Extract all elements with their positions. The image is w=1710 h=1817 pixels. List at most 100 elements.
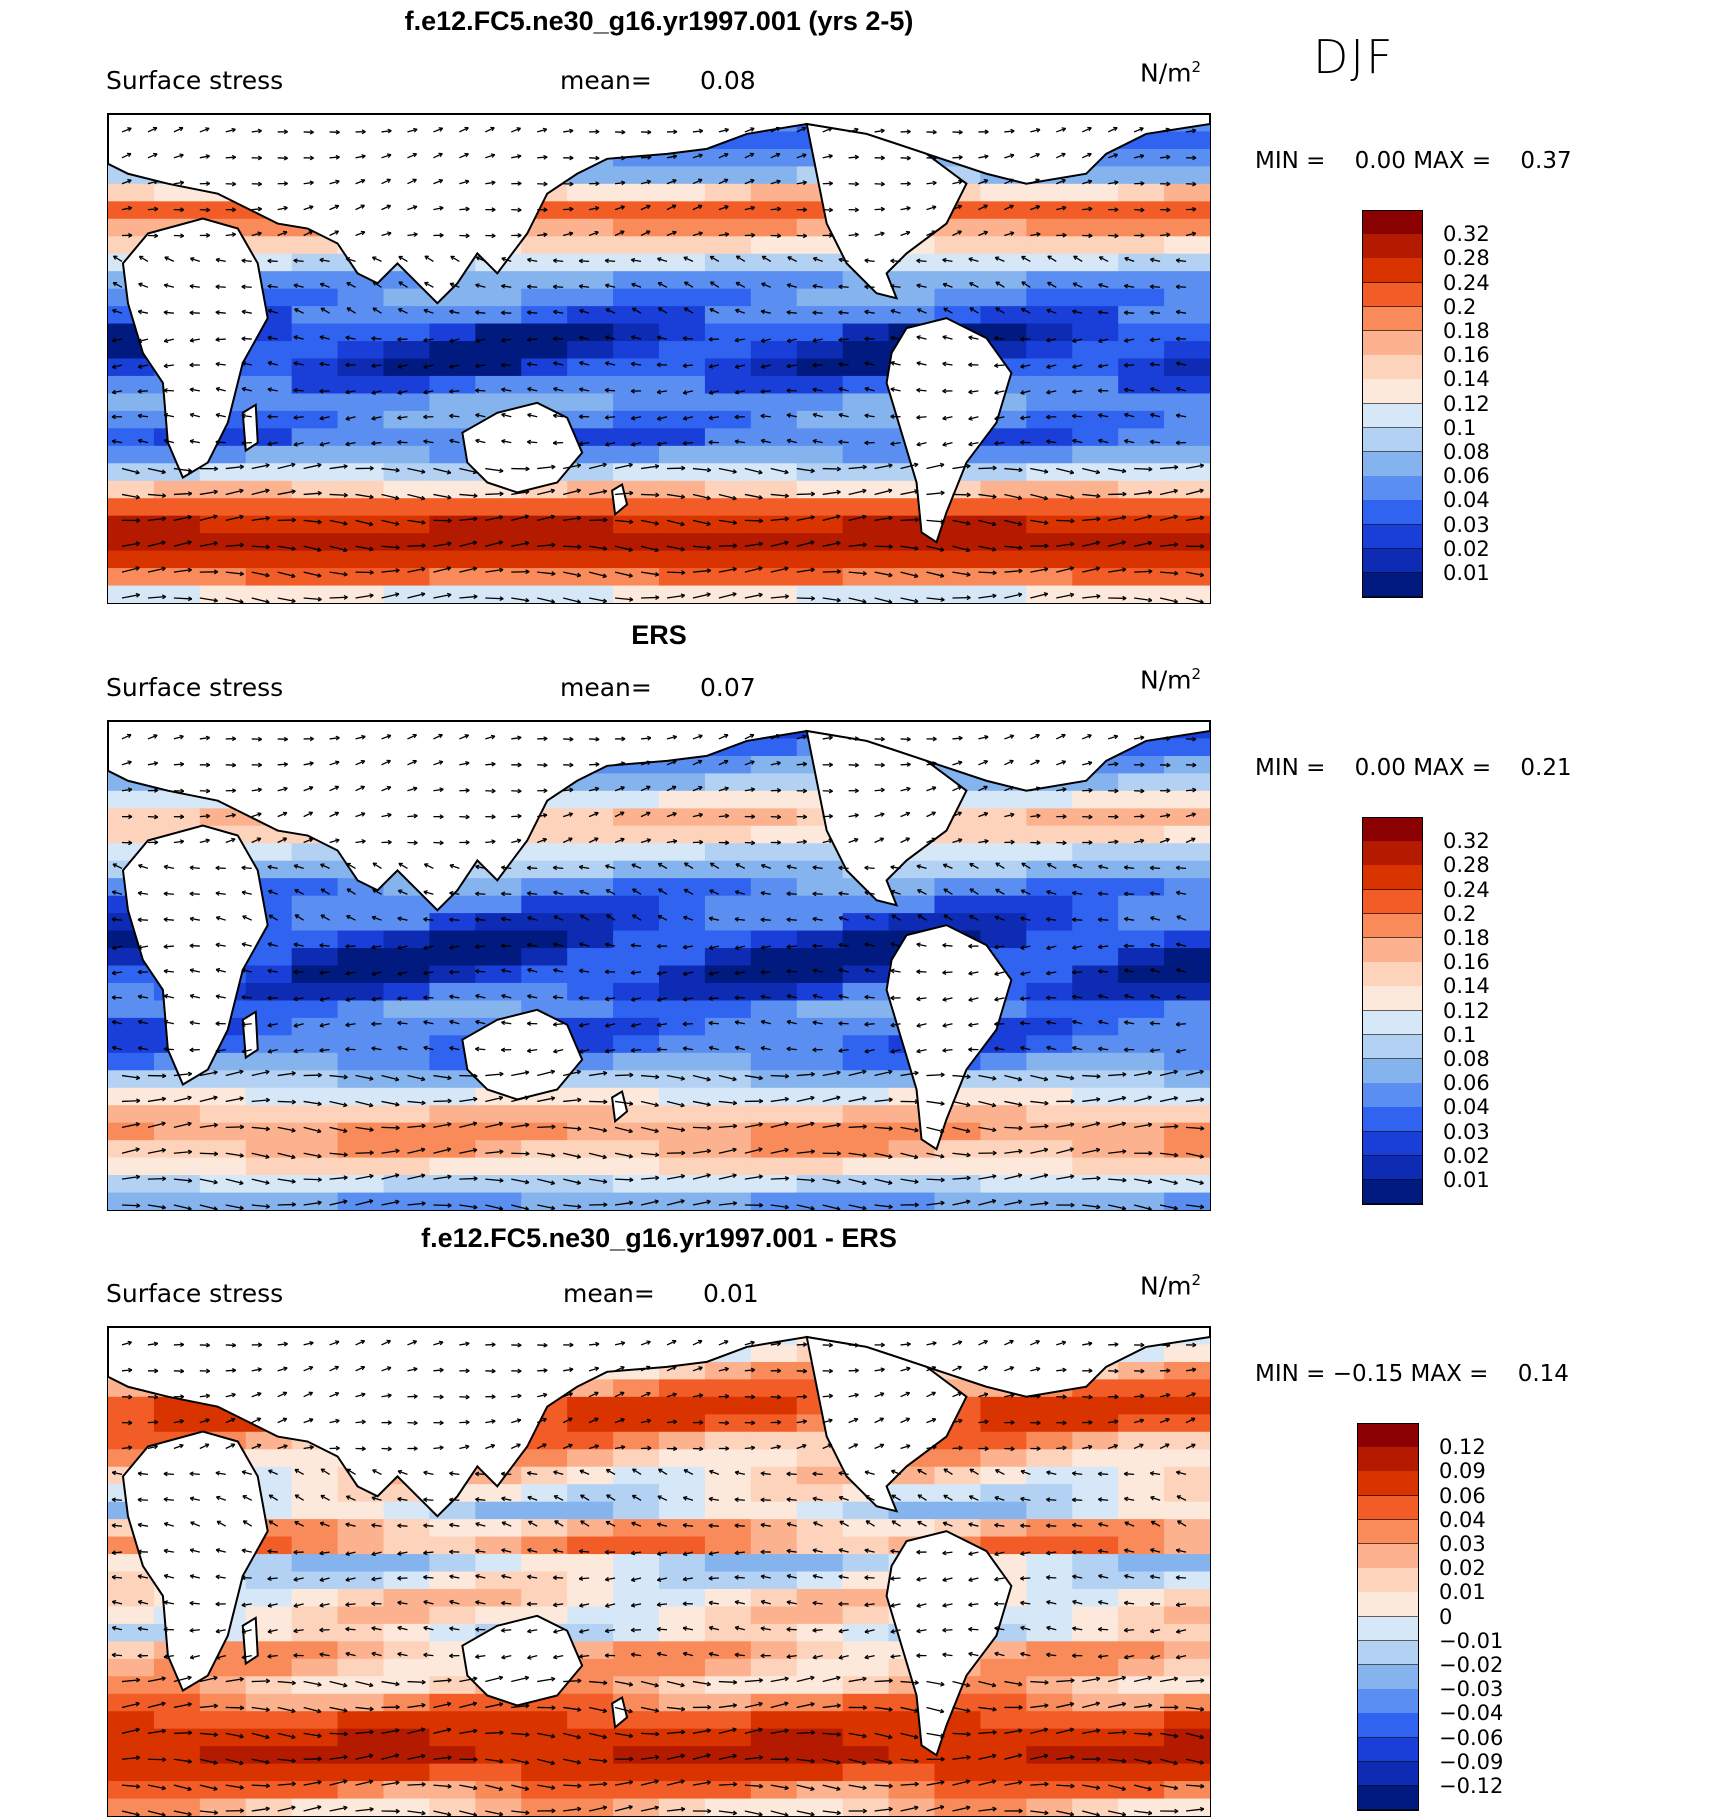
field-cell — [889, 1158, 936, 1176]
field-cell — [246, 966, 293, 984]
field-cell — [751, 1449, 798, 1467]
field-cell — [935, 896, 982, 914]
field-cell — [567, 219, 614, 237]
field-cell — [292, 1053, 339, 1071]
field-cell — [980, 1123, 1027, 1141]
field-cell — [1118, 1554, 1165, 1572]
field-cell — [1164, 1344, 1210, 1362]
field-cell — [154, 201, 201, 219]
field-cell — [1072, 948, 1119, 966]
field-cell — [108, 411, 155, 429]
field-cell — [843, 931, 890, 949]
field-cell — [292, 376, 339, 394]
field-cell — [475, 359, 522, 377]
colorbar-segment — [1362, 914, 1423, 939]
field-cell — [613, 1018, 660, 1036]
field-cell — [154, 551, 201, 569]
field-cell — [108, 1070, 155, 1088]
field-cell — [613, 1554, 660, 1572]
field-cell — [1072, 516, 1119, 534]
field-cell — [751, 166, 798, 184]
field-cell — [567, 551, 614, 569]
field-cell — [659, 913, 706, 931]
stress-arrow — [615, 1075, 633, 1076]
min-value: 0.00 — [1355, 755, 1406, 781]
field-cell — [659, 446, 706, 464]
field-cell — [246, 533, 293, 551]
field-cell — [567, 359, 614, 377]
field-cell — [567, 1105, 614, 1123]
stress-arrow — [1134, 571, 1152, 572]
field-cell — [659, 289, 706, 307]
field-cell — [751, 791, 798, 809]
field-cell — [246, 1123, 293, 1141]
field-cell — [475, 1158, 522, 1176]
field-cell — [338, 411, 385, 429]
field-cell — [521, 966, 568, 984]
colorbar-tick-label: 0.18 — [1443, 319, 1490, 343]
field-cell — [613, 236, 660, 254]
field-cell — [613, 271, 660, 289]
field-cell — [935, 1140, 982, 1158]
field-cell — [1118, 1175, 1165, 1193]
colorbar-tick-label: 0.01 — [1443, 1168, 1490, 1192]
field-cell — [200, 1070, 247, 1088]
field-cell — [980, 913, 1027, 931]
stress-arrow — [771, 1076, 789, 1077]
field-cell — [980, 1432, 1027, 1450]
field-cell — [1118, 1123, 1165, 1141]
variable-label: Surface stress — [106, 66, 283, 95]
field-cell — [429, 1070, 476, 1088]
field-cell — [521, 1554, 568, 1572]
field-cell — [567, 1502, 614, 1520]
field-cell — [1072, 791, 1119, 809]
field-cell — [384, 1053, 431, 1071]
colorbar-segment — [1362, 938, 1423, 963]
field-cell — [705, 1035, 752, 1053]
field-cell — [200, 586, 247, 603]
field-cell — [521, 551, 568, 569]
field-cell — [384, 1554, 431, 1572]
field-cell — [1164, 843, 1210, 861]
mean-label: mean= — [563, 1279, 655, 1308]
field-cell — [521, 359, 568, 377]
field-cell — [429, 306, 476, 324]
field-cell — [843, 568, 890, 586]
field-cell — [659, 1140, 706, 1158]
colorbar-tick-label: 0.03 — [1443, 1120, 1490, 1144]
field-cell — [1072, 306, 1119, 324]
field-cell — [338, 568, 385, 586]
field-cell — [1118, 551, 1165, 569]
field-cell — [797, 463, 844, 481]
field-cell — [246, 1158, 293, 1176]
field-cell — [567, 1158, 614, 1176]
field-cell — [246, 1088, 293, 1106]
field-cell — [1026, 393, 1073, 411]
field-cell — [843, 1519, 890, 1537]
field-cell — [1026, 1035, 1073, 1053]
field-cell — [889, 1193, 936, 1210]
field-cell — [1026, 1537, 1073, 1555]
field-cell — [797, 1140, 844, 1158]
field-cell — [705, 1105, 752, 1123]
field-cell — [797, 481, 844, 499]
field-cell — [659, 1467, 706, 1485]
field-cell — [1164, 966, 1210, 984]
field-cell — [1072, 341, 1119, 359]
max-label: MAX = — [1413, 755, 1491, 781]
field-cell — [292, 1175, 339, 1193]
mean-label: mean= — [560, 66, 652, 95]
field-cell — [429, 481, 476, 499]
field-cell — [889, 878, 936, 896]
field-cell — [521, 254, 568, 272]
field-cell — [1072, 1449, 1119, 1467]
field-cell — [705, 341, 752, 359]
field-cell — [292, 393, 339, 411]
field-cell — [338, 1000, 385, 1018]
field-cell — [108, 463, 155, 481]
field-cell — [1026, 236, 1073, 254]
field-cell — [980, 1053, 1027, 1071]
field-cell — [246, 586, 293, 603]
field-cell — [659, 1397, 706, 1415]
field-cell — [980, 551, 1027, 569]
